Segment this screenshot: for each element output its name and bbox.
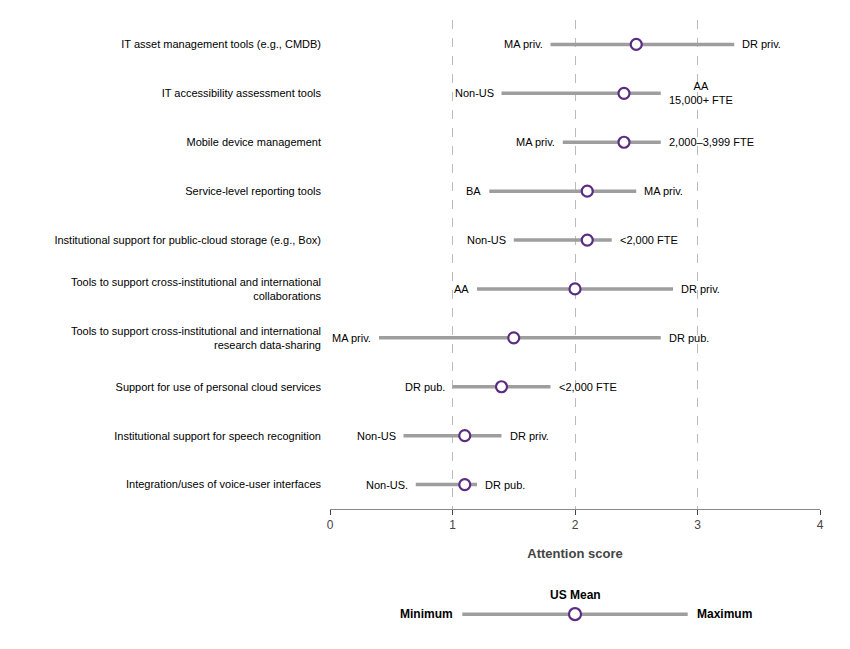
svg-text:DR priv.: DR priv. (681, 283, 720, 295)
svg-text:<2,000 FTE: <2,000 FTE (620, 234, 678, 246)
svg-text:AA: AA (454, 283, 469, 295)
svg-text:IT accessibility assessment to: IT accessibility assessment tools (162, 87, 322, 99)
svg-text:MA priv.: MA priv. (504, 38, 543, 50)
svg-text:DR priv.: DR priv. (742, 38, 781, 50)
svg-text:Non-US.: Non-US. (366, 479, 408, 491)
svg-text:MA priv.: MA priv. (516, 136, 555, 148)
svg-text:IT asset management tools (e.g: IT asset management tools (e.g., CMDB) (121, 38, 321, 50)
svg-text:DR pub.: DR pub. (405, 381, 445, 393)
svg-text:DR pub.: DR pub. (669, 332, 709, 344)
svg-text:1: 1 (449, 518, 456, 532)
svg-text:Non-US: Non-US (455, 87, 494, 99)
svg-text:Integration/uses of voice-user: Integration/uses of voice-user interface… (126, 478, 322, 490)
svg-text:Non-US: Non-US (467, 234, 506, 246)
svg-text:2: 2 (572, 518, 579, 532)
svg-text:3: 3 (694, 518, 701, 532)
svg-text:DR priv.: DR priv. (510, 430, 549, 442)
svg-text:Tools to support cross-institu: Tools to support cross-institutional and… (71, 325, 321, 351)
svg-text:Minimum: Minimum (400, 607, 453, 621)
svg-text:DR pub.: DR pub. (485, 479, 525, 491)
svg-text:Institutional support for spee: Institutional support for speech recogni… (114, 430, 321, 442)
svg-text:BA: BA (466, 185, 481, 197)
svg-text:MA priv.: MA priv. (644, 185, 683, 197)
svg-text:2,000–3,999 FTE: 2,000–3,999 FTE (669, 136, 754, 148)
svg-text:Tools to support cross-institu: Tools to support cross-institutional and… (71, 276, 322, 302)
svg-text:Maximum: Maximum (697, 607, 752, 621)
svg-text:4: 4 (817, 518, 824, 532)
svg-text:Institutional support for publ: Institutional support for public-cloud s… (54, 234, 321, 246)
svg-text:Attention score: Attention score (527, 546, 622, 561)
svg-text:AA15,000+ FTE: AA15,000+ FTE (669, 80, 733, 106)
svg-text:Service-level reporting tools: Service-level reporting tools (185, 185, 321, 197)
svg-text:US Mean: US Mean (550, 588, 601, 602)
svg-text:<2,000 FTE: <2,000 FTE (559, 381, 617, 393)
svg-text:0: 0 (327, 518, 334, 532)
svg-text:Support for use of personal cl: Support for use of personal cloud servic… (116, 381, 322, 393)
svg-text:Non-US: Non-US (357, 430, 396, 442)
svg-text:Mobile device management: Mobile device management (186, 136, 321, 148)
svg-text:MA priv.: MA priv. (332, 332, 371, 344)
